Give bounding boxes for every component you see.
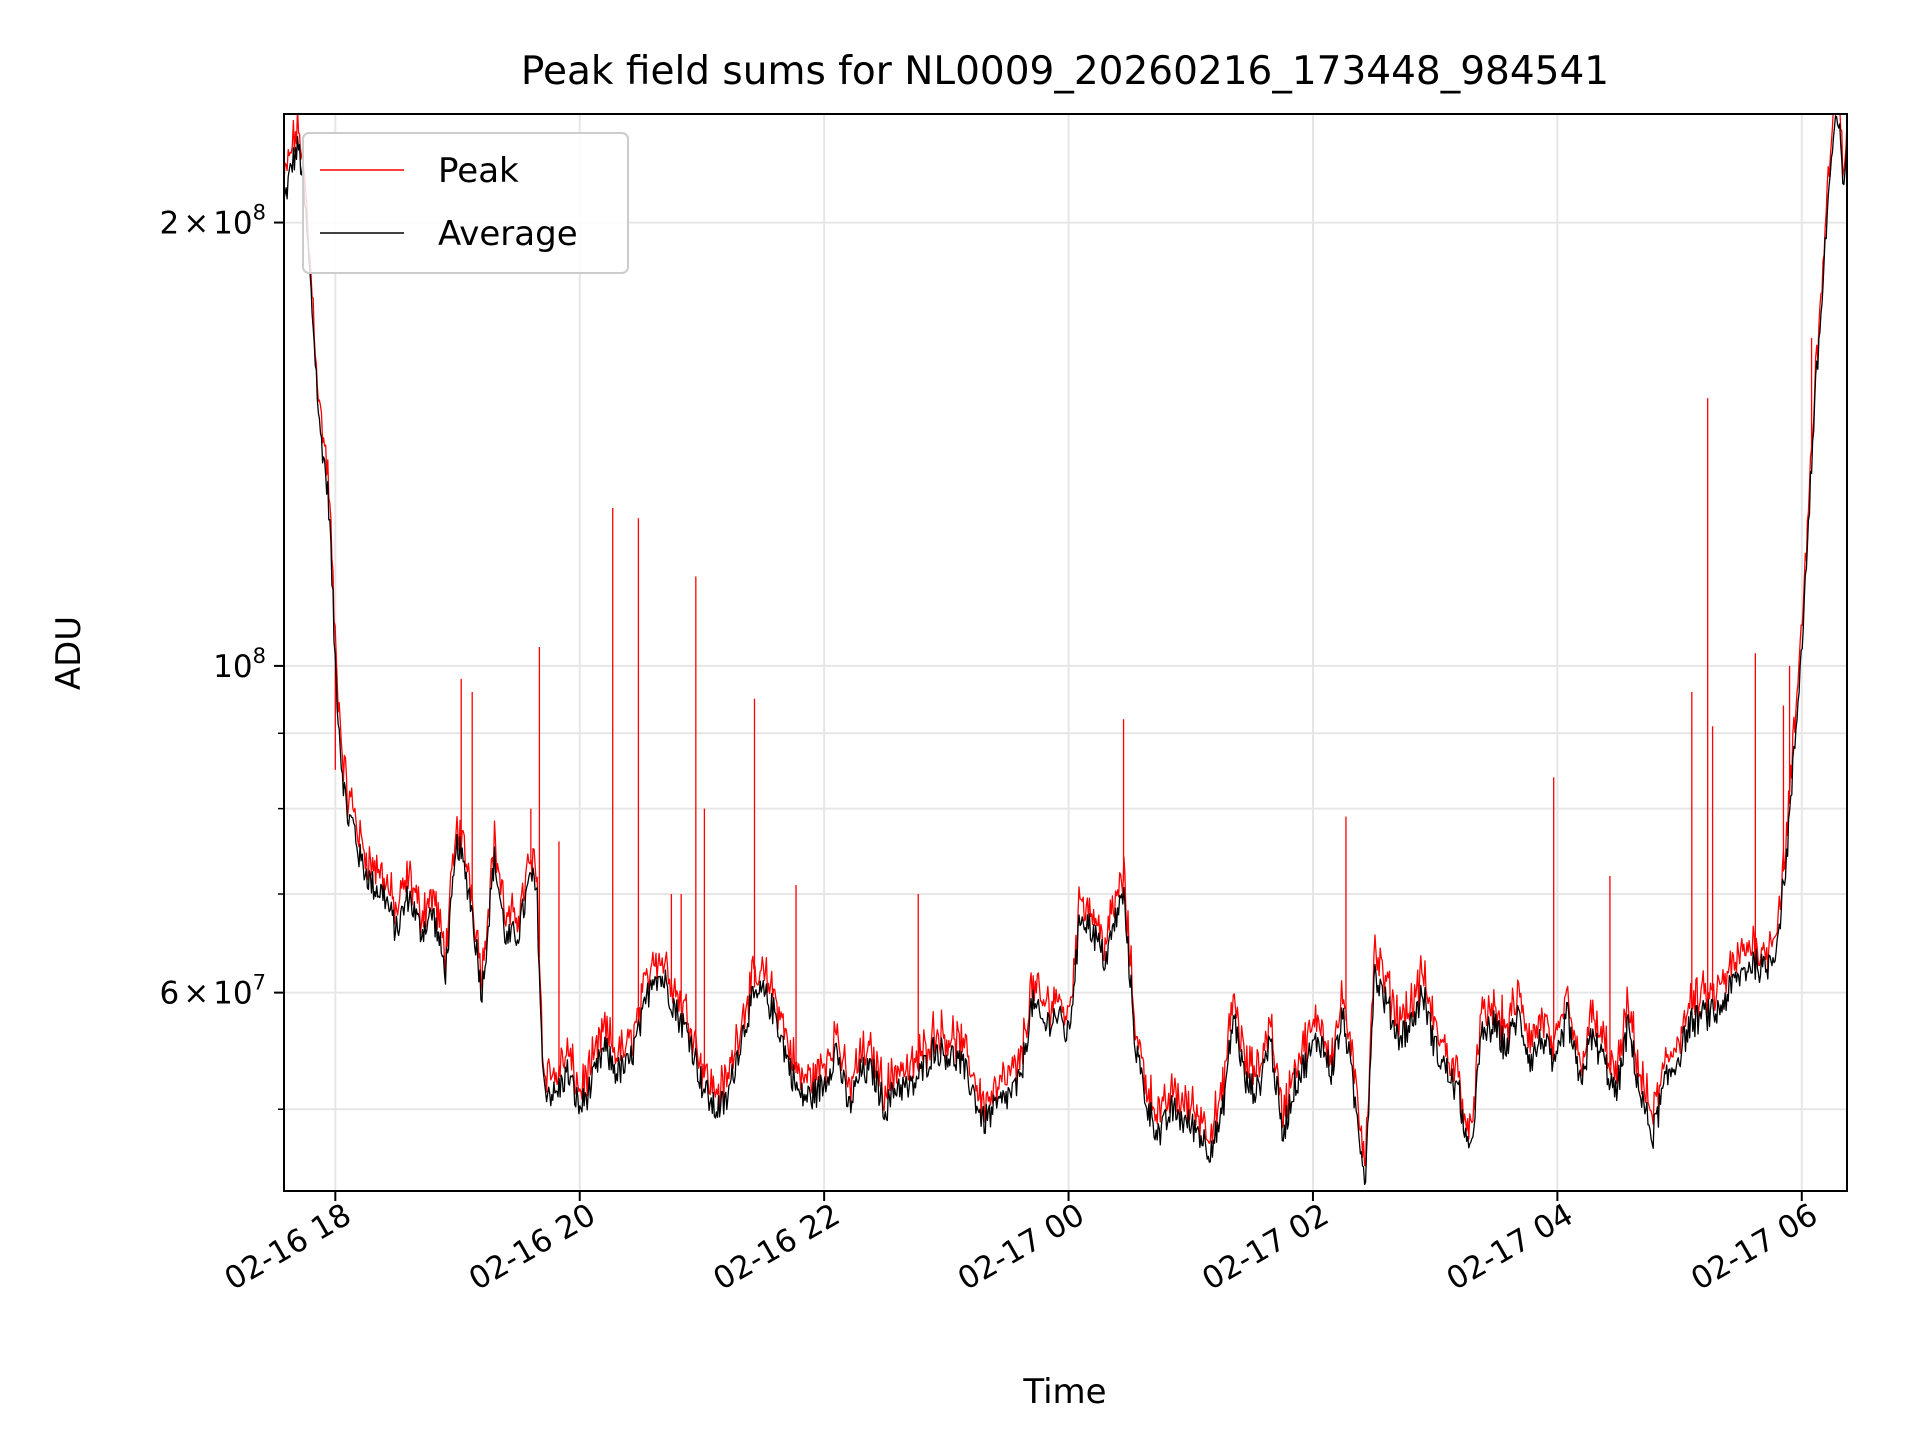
legend: Peak Average xyxy=(302,132,629,274)
peak-series-line xyxy=(284,114,1847,1167)
legend-peak-label: Peak xyxy=(438,151,519,191)
average-series-line xyxy=(284,115,1847,1186)
series-group xyxy=(284,114,1847,1186)
y-tick-exponent: 8 xyxy=(253,201,266,225)
y-tick-label: 6 × 107 xyxy=(159,971,266,1012)
y-axis-label: ADU xyxy=(49,616,89,690)
grid xyxy=(284,114,1847,1191)
y-tick-label: 108 xyxy=(213,644,266,685)
y-tick-exponent: 7 xyxy=(253,971,266,995)
plot-frame xyxy=(283,113,1848,1192)
y-tick-mantissa: 2 xyxy=(159,206,179,242)
x-axis-label: Time xyxy=(1022,1372,1106,1412)
legend-average-label: Average xyxy=(438,214,578,254)
chart-title: Peak field sums for NL0009_20260216_1734… xyxy=(521,49,1609,94)
y-tick-mantissa: 6 xyxy=(159,976,179,1012)
y-tick-exponent: 8 xyxy=(253,644,266,668)
legend-box xyxy=(302,132,629,274)
y-tick-label: 2 × 108 xyxy=(159,201,266,242)
